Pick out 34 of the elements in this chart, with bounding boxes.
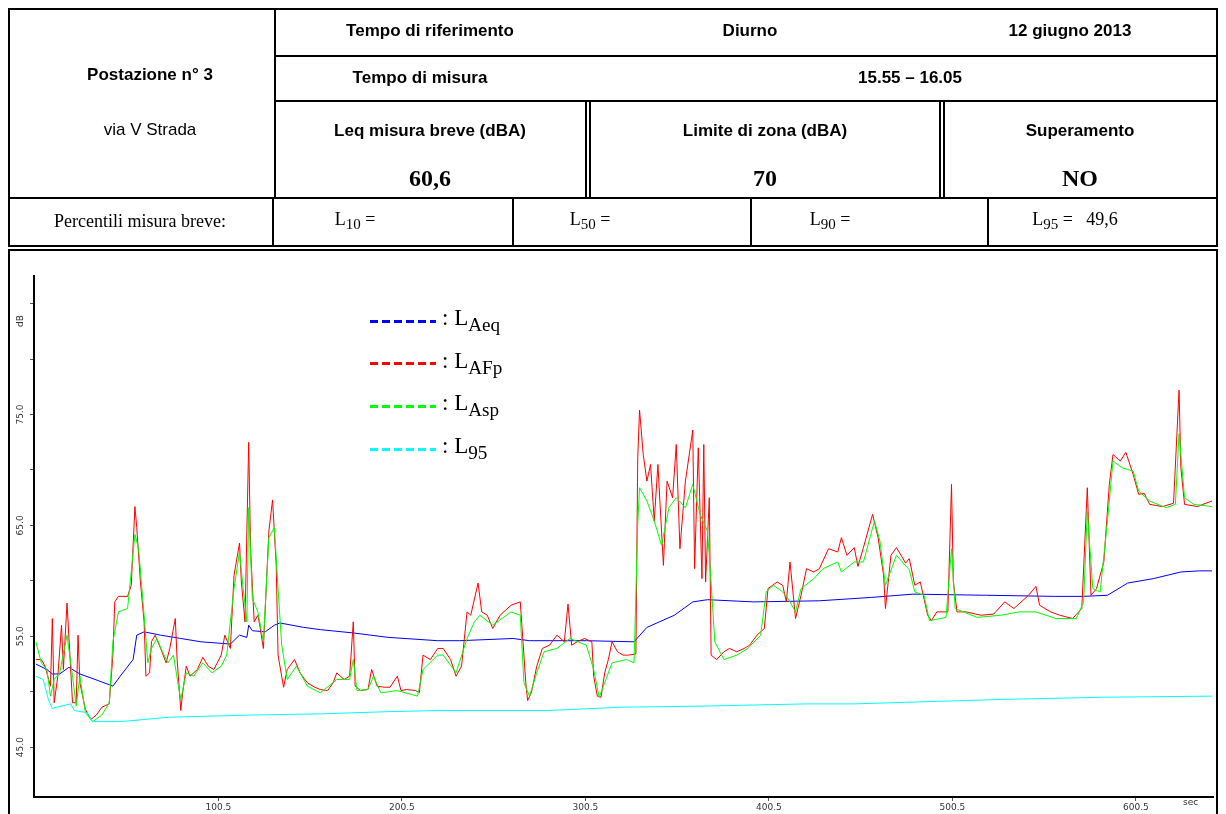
text: L$_{95}$ = 49,6 xyxy=(1032,208,1118,234)
y-tick-label: 65.0 xyxy=(15,515,26,536)
text: Percentili misura breve: xyxy=(54,210,226,232)
y-tick-label: 75.0 xyxy=(15,404,26,425)
x-tick-label: 300.5 xyxy=(572,801,599,812)
legend-label: : L$_{95}$ xyxy=(442,431,488,465)
text: 70 xyxy=(753,164,777,192)
text: 60,6 xyxy=(409,164,451,192)
x-tick-label: 100.5 xyxy=(205,801,232,812)
x-tick-label: 500.5 xyxy=(939,801,966,812)
text: Diurno xyxy=(722,21,778,41)
y-tick-label: 55.0 xyxy=(15,625,26,647)
text: NO xyxy=(1062,164,1098,192)
text: Tempo di riferimento xyxy=(346,21,514,41)
x-tick-label: 400.5 xyxy=(756,801,782,812)
text: Leq misura breve (dBA) xyxy=(334,121,526,141)
text: L$_{50}$ = xyxy=(569,208,611,234)
x-tick-label: 200.5 xyxy=(389,801,415,812)
x-axis-title: sec xyxy=(1183,797,1199,808)
text: L$_{90}$ = xyxy=(809,208,851,234)
text: Postazione n° 3 xyxy=(87,65,213,85)
y-axis-title: dB xyxy=(15,315,26,327)
y-tick-label: 45.0 xyxy=(15,736,26,758)
legend-label: : L$_{Asp}$ xyxy=(442,389,500,422)
legend-label: : L$_{AFp}$ xyxy=(442,346,503,380)
text: Limite di zona (dBA) xyxy=(682,121,848,141)
text: Tempo di misura xyxy=(352,68,488,88)
text: 12 giugno 2013 xyxy=(1008,21,1132,41)
legend-label: : L$_{Aeq}$ xyxy=(442,304,501,337)
x-tick-label: 600.5 xyxy=(1123,801,1149,812)
text: 15.55 – 16.05 xyxy=(858,68,962,88)
text: Superamento xyxy=(1025,121,1135,141)
text: L$_{10}$ = xyxy=(334,208,376,234)
text: via V Strada xyxy=(103,120,197,140)
